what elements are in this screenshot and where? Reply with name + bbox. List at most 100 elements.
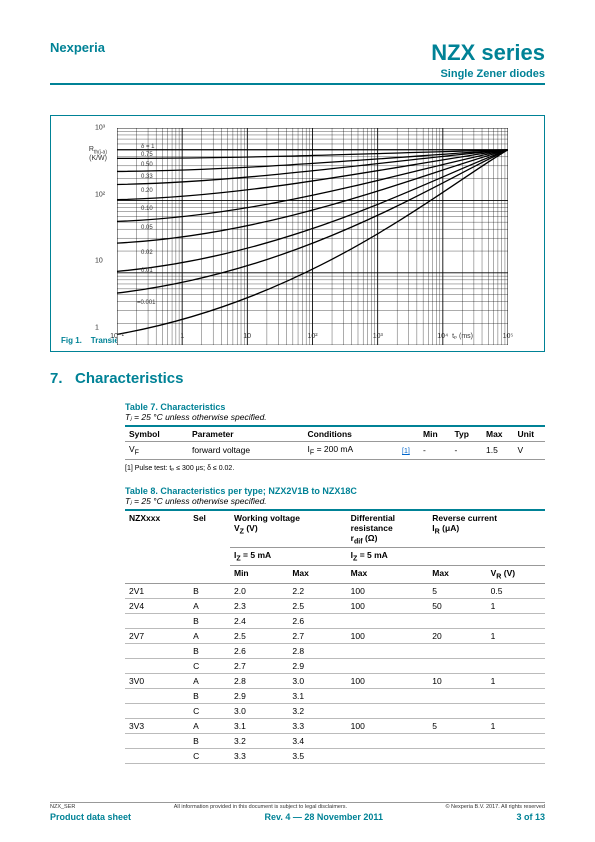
ytick: 10³ xyxy=(95,125,105,132)
table-row: 3V0A2.83.0100101 xyxy=(125,673,545,688)
table-row: B3.23.4 xyxy=(125,733,545,748)
curve-label: 0.01 xyxy=(141,268,153,274)
cell: 2.8 xyxy=(288,643,346,658)
cell xyxy=(428,748,486,763)
table-row: C3.33.5 xyxy=(125,748,545,763)
cell: B xyxy=(189,583,230,598)
xtick: 10⁻¹ xyxy=(110,332,124,340)
curve-label: 0.10 xyxy=(141,206,153,212)
cell: 3.0 xyxy=(288,673,346,688)
section-num: 7. xyxy=(50,370,63,387)
copyright: © Nexperia B.V. 2017. All rights reserve… xyxy=(445,804,545,810)
cell: IF = 200 mA xyxy=(304,442,399,460)
cell: A xyxy=(189,628,230,643)
x-axis-label: tₚ (ms) xyxy=(452,332,473,340)
doc-id: NZX_SER xyxy=(50,804,75,810)
cell xyxy=(487,703,545,718)
cell: 2.7 xyxy=(288,628,346,643)
table7-footnote: [1] Pulse test: tₚ ≤ 300 μs; δ ≤ 0.02. xyxy=(125,464,545,472)
cell xyxy=(428,703,486,718)
cell xyxy=(428,613,486,628)
cell: 50 xyxy=(428,598,486,613)
cell: 1 xyxy=(487,673,545,688)
section-heading: 7. Characteristics xyxy=(50,370,545,387)
cell: 100 xyxy=(347,628,429,643)
col-parameter: Parameter xyxy=(188,426,304,442)
cell xyxy=(487,643,545,658)
company-name: Nexperia xyxy=(50,40,105,55)
sub xyxy=(428,548,545,566)
cell: V xyxy=(514,442,546,460)
cell: 2.5 xyxy=(230,628,288,643)
curve-label: =0.001 xyxy=(137,300,156,306)
cell: - xyxy=(419,442,451,460)
section-name: Characteristics xyxy=(75,370,183,387)
cell xyxy=(125,688,189,703)
col-note xyxy=(398,426,419,442)
table-row: B2.62.8 xyxy=(125,643,545,658)
cell: B xyxy=(189,643,230,658)
cell: 2.3 xyxy=(230,598,288,613)
table7-subtitle: Tⱼ = 25 °C unless otherwise specified. xyxy=(125,412,545,423)
cell: 100 xyxy=(347,673,429,688)
cell: 100 xyxy=(347,598,429,613)
sub: Min xyxy=(230,566,288,584)
table-row: VF forward voltage IF = 200 mA [1] - - 1… xyxy=(125,442,545,460)
chart-svg xyxy=(117,128,508,345)
table8: NZXxxx Sel Working voltageVZ (V) Differe… xyxy=(125,509,545,764)
cell: 1 xyxy=(487,598,545,613)
cell: B xyxy=(189,688,230,703)
table8-title: Table 8. Characteristics per type; NZX2V… xyxy=(125,486,545,496)
cell: 2V4 xyxy=(125,598,189,613)
cell: 5 xyxy=(428,718,486,733)
cell: [1] xyxy=(398,442,419,460)
table-row: 2V4A2.32.5100501 xyxy=(125,598,545,613)
cell xyxy=(428,688,486,703)
cell xyxy=(487,733,545,748)
cell: 0.5 xyxy=(487,583,545,598)
footnote-link[interactable]: [1] xyxy=(402,448,410,455)
cell: 1 xyxy=(487,628,545,643)
cell xyxy=(487,688,545,703)
sub: IZ = 5 mA xyxy=(230,548,347,566)
cell: A xyxy=(189,598,230,613)
sub: Max xyxy=(428,566,486,584)
col-symbol: Symbol xyxy=(125,426,188,442)
footer-left: Product data sheet xyxy=(50,812,131,822)
curve-label: 0.50 xyxy=(141,162,153,168)
cell: 2.5 xyxy=(288,598,346,613)
table-row: 2V1B2.02.210050.5 xyxy=(125,583,545,598)
cell xyxy=(428,643,486,658)
col-unit: Unit xyxy=(514,426,546,442)
cell: forward voltage xyxy=(188,442,304,460)
cell xyxy=(125,658,189,673)
doc-title: NZX series xyxy=(431,40,545,66)
cell: 2V1 xyxy=(125,583,189,598)
table7: Symbol Parameter Conditions Min Typ Max … xyxy=(125,425,545,460)
col: Working voltageVZ (V) xyxy=(230,510,347,548)
cell: C xyxy=(189,658,230,673)
cell: 10 xyxy=(428,673,486,688)
thermal-impedance-chart: 006aab001 xyxy=(117,128,508,328)
cell: 3.1 xyxy=(230,718,288,733)
sub: Max xyxy=(288,566,346,584)
curve-label: δ = 1 xyxy=(141,144,155,150)
y-axis-label: Rth(j-a)(K/W) xyxy=(62,146,107,162)
cell: 20 xyxy=(428,628,486,643)
doc-subtitle: Single Zener diodes xyxy=(431,68,545,80)
col: NZXxxx xyxy=(125,510,189,584)
cell: 3.2 xyxy=(230,733,288,748)
cell: B xyxy=(189,733,230,748)
cell: 2.7 xyxy=(230,658,288,673)
cell: 3.1 xyxy=(288,688,346,703)
col-max: Max xyxy=(482,426,514,442)
xtick: 10⁴ xyxy=(437,333,448,340)
curve-label: 0.20 xyxy=(141,188,153,194)
cell: 2V7 xyxy=(125,628,189,643)
xtick: 10 xyxy=(243,333,251,340)
cell xyxy=(347,733,429,748)
col-conditions: Conditions xyxy=(304,426,399,442)
cell: C xyxy=(189,748,230,763)
table7-title: Table 7. Characteristics xyxy=(125,402,545,412)
cell: A xyxy=(189,718,230,733)
